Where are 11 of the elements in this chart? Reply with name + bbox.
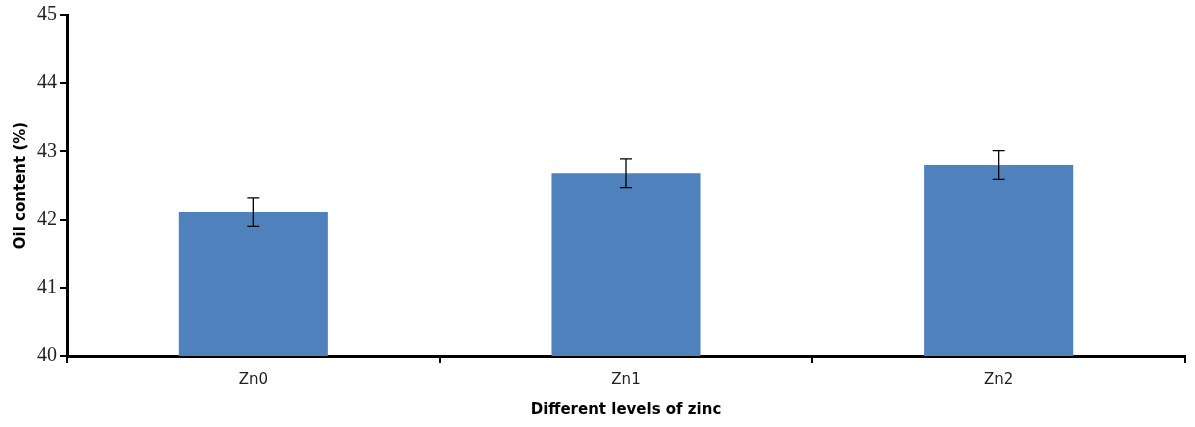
y-tick-label: 43 — [37, 138, 57, 161]
y-tick-label: 41 — [37, 275, 57, 298]
y-tick-label: 42 — [37, 206, 57, 229]
x-tick-label: Zn0 — [238, 369, 268, 388]
x-axis-title: Different levels of zinc — [530, 399, 722, 418]
x-tick-label: Zn2 — [984, 369, 1014, 388]
y-tick-label: 44 — [37, 70, 57, 93]
y-tick-label: 45 — [37, 2, 57, 25]
y-axis-title: Oil content (%) — [10, 121, 29, 250]
y-tick-label: 40 — [37, 343, 57, 366]
x-tick-label: Zn1 — [611, 369, 641, 388]
